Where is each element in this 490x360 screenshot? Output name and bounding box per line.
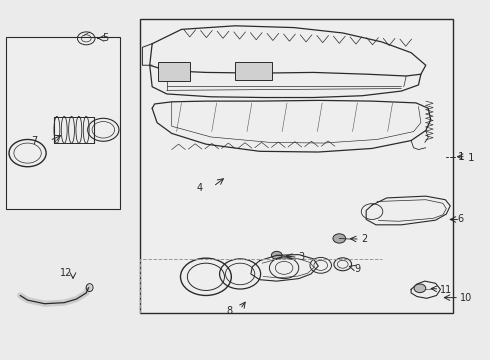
Bar — [158, 62, 190, 81]
Text: 9: 9 — [354, 264, 361, 274]
Circle shape — [333, 234, 345, 243]
Text: 10: 10 — [460, 293, 472, 303]
Text: 7: 7 — [31, 136, 38, 146]
Text: 12: 12 — [60, 267, 73, 278]
Bar — [235, 62, 272, 80]
Text: 2: 2 — [361, 234, 368, 244]
Text: 3: 3 — [299, 252, 305, 262]
Text: 4: 4 — [196, 183, 202, 193]
Bar — [140, 19, 453, 313]
Text: 5: 5 — [102, 33, 109, 43]
Text: 1: 1 — [468, 153, 474, 163]
Text: 11: 11 — [441, 285, 453, 295]
Text: 6: 6 — [458, 215, 464, 224]
Text: 8: 8 — [226, 306, 233, 316]
Circle shape — [414, 284, 426, 293]
Circle shape — [271, 251, 282, 259]
Bar — [5, 37, 121, 209]
Text: 1: 1 — [458, 152, 464, 162]
